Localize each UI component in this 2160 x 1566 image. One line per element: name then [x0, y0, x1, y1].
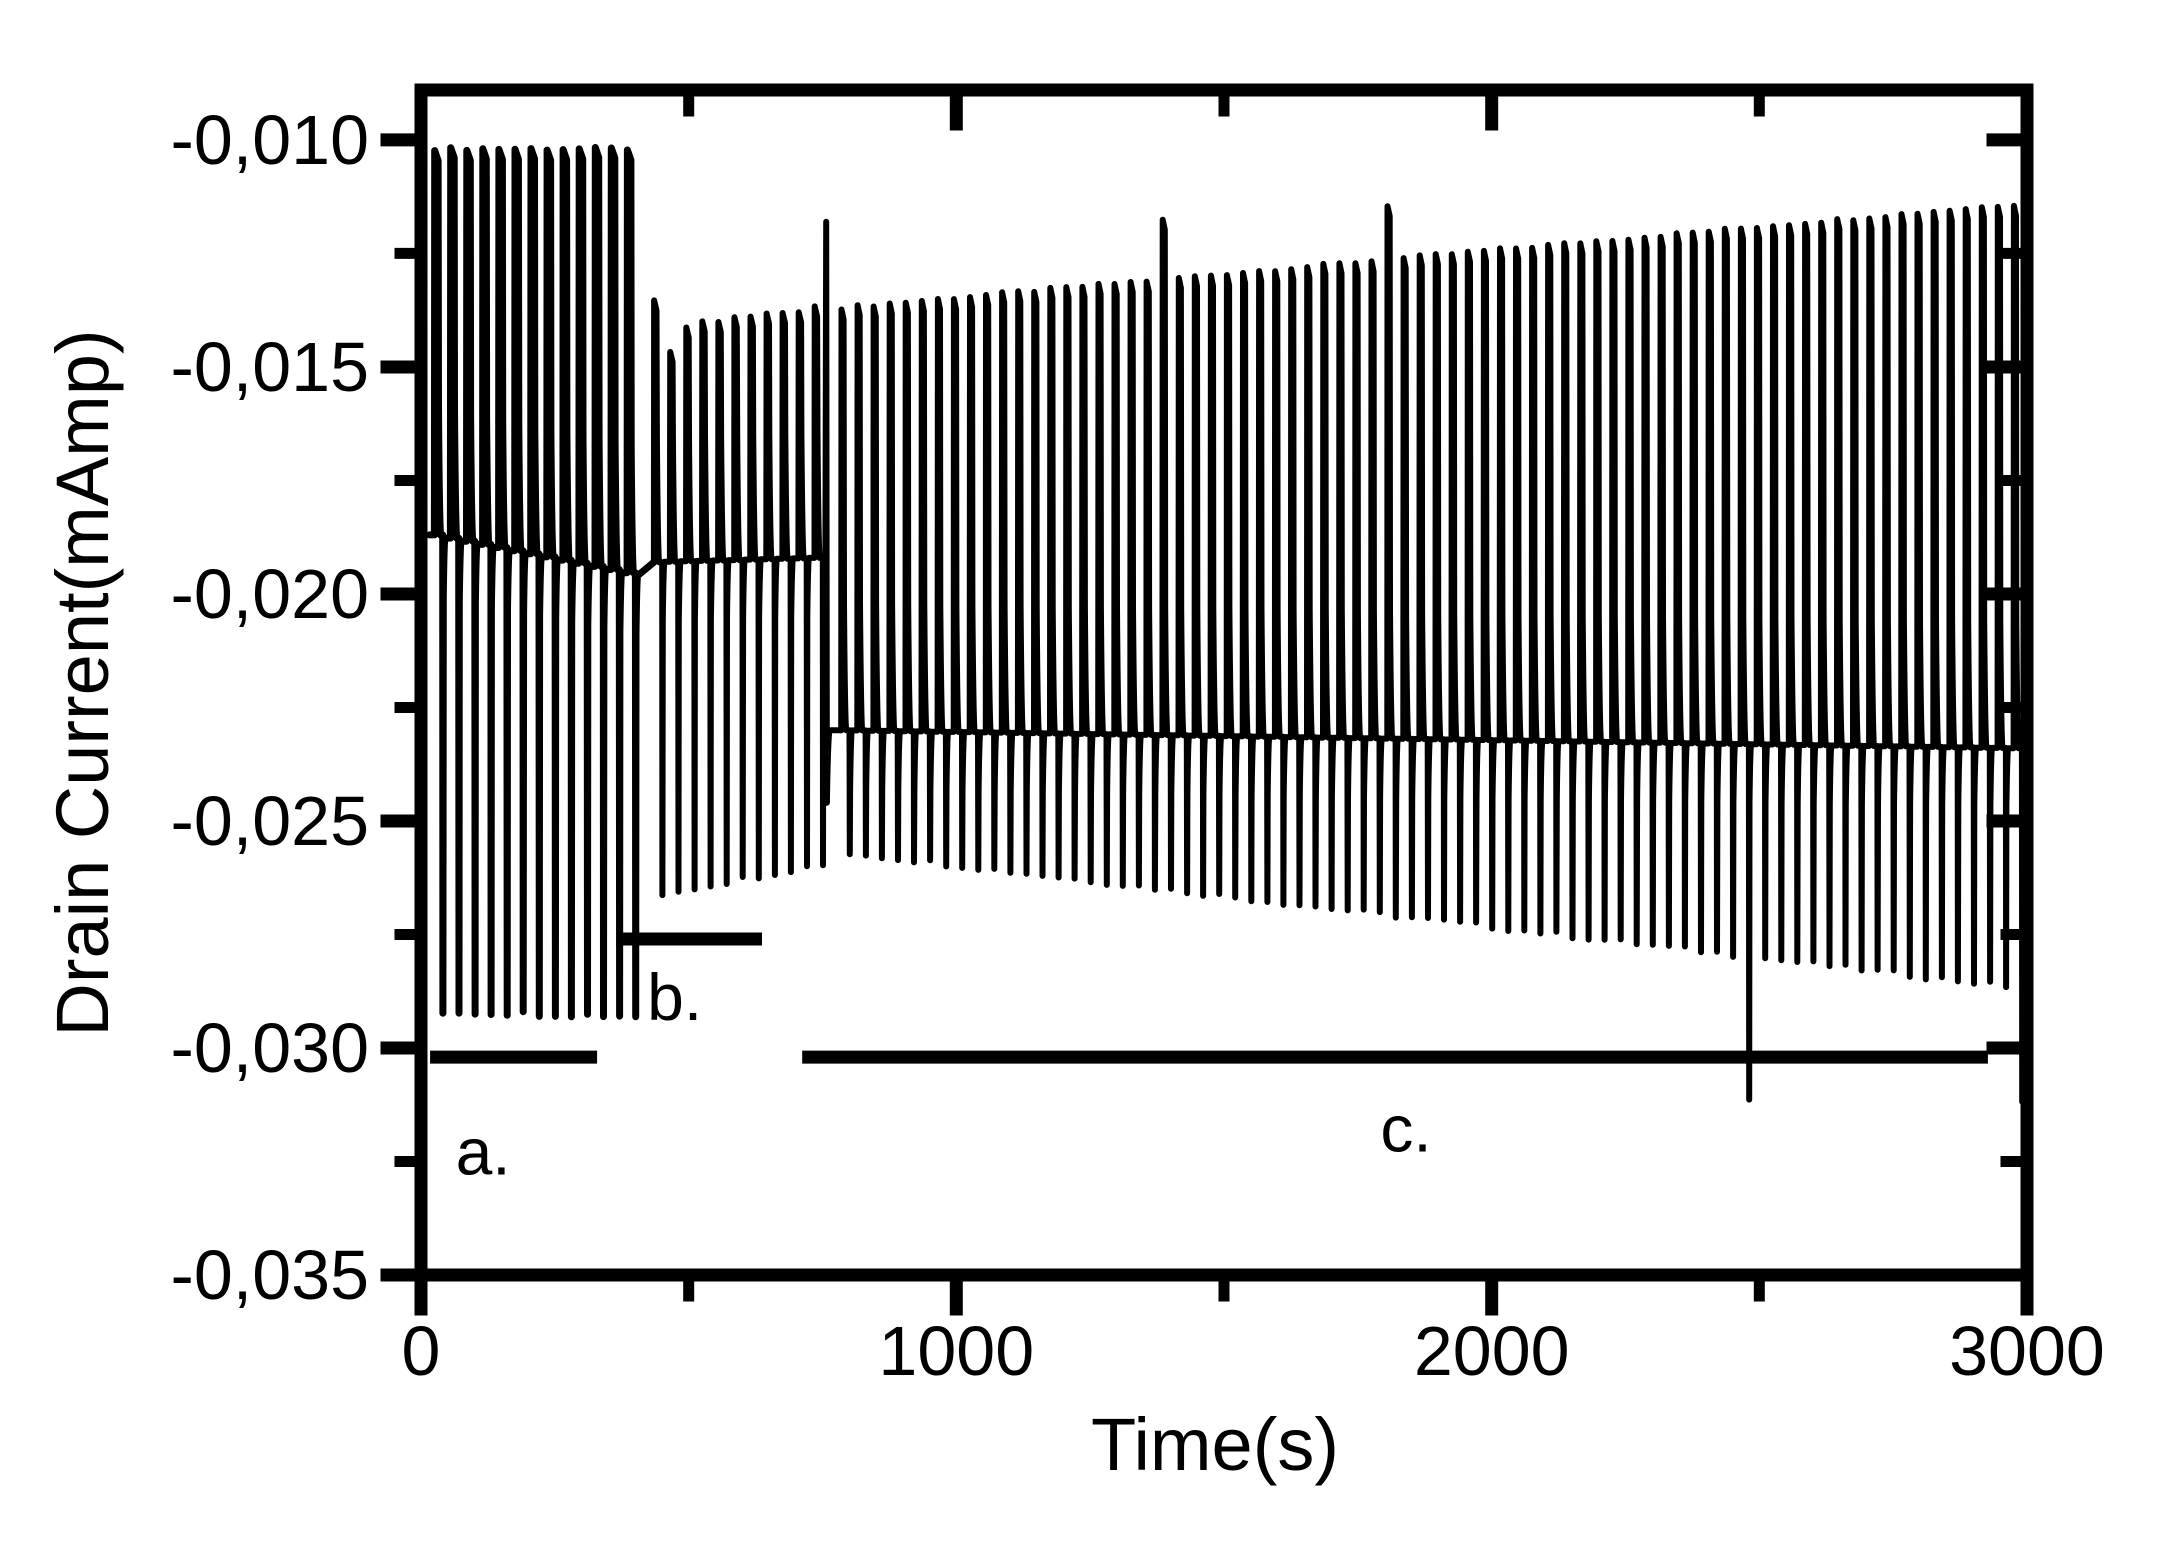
y-tick-label: -0,015	[171, 328, 369, 406]
y-tick-label: -0,010	[171, 101, 369, 179]
signal-segment-a	[426, 144, 658, 1021]
y-tick-label: -0,025	[171, 782, 369, 860]
x-tick-label: 0	[402, 1312, 441, 1390]
y-axis-title: Drain Current(mAmp)	[41, 329, 124, 1036]
x-tick-label: 1000	[878, 1312, 1034, 1390]
annotation-group: a. b. c.	[430, 932, 1988, 1188]
x-tick-label: 2000	[1414, 1312, 1570, 1390]
phase-label-c: c.	[1380, 1092, 1431, 1166]
signal-segment-b	[650, 218, 845, 899]
y-tick-label: -0,020	[171, 555, 369, 633]
y-tick-label: -0,030	[171, 1009, 369, 1087]
x-tick-label: 3000	[1949, 1312, 2105, 1390]
y-tick-label: -0,035	[171, 1236, 369, 1314]
tick-labels-group: 0 1000 2000 3000 -0,010 -0,015 -0,020 -0,025 -0,…	[171, 101, 2105, 1390]
signal-segment-c	[838, 202, 2029, 1105]
signal-trace-group	[426, 144, 2029, 1105]
phase-label-a: a.	[456, 1114, 511, 1188]
x-axis-title: Time(s)	[1091, 1403, 1339, 1486]
plot-border	[414, 83, 2034, 1282]
phase-label-b: b.	[647, 960, 702, 1034]
